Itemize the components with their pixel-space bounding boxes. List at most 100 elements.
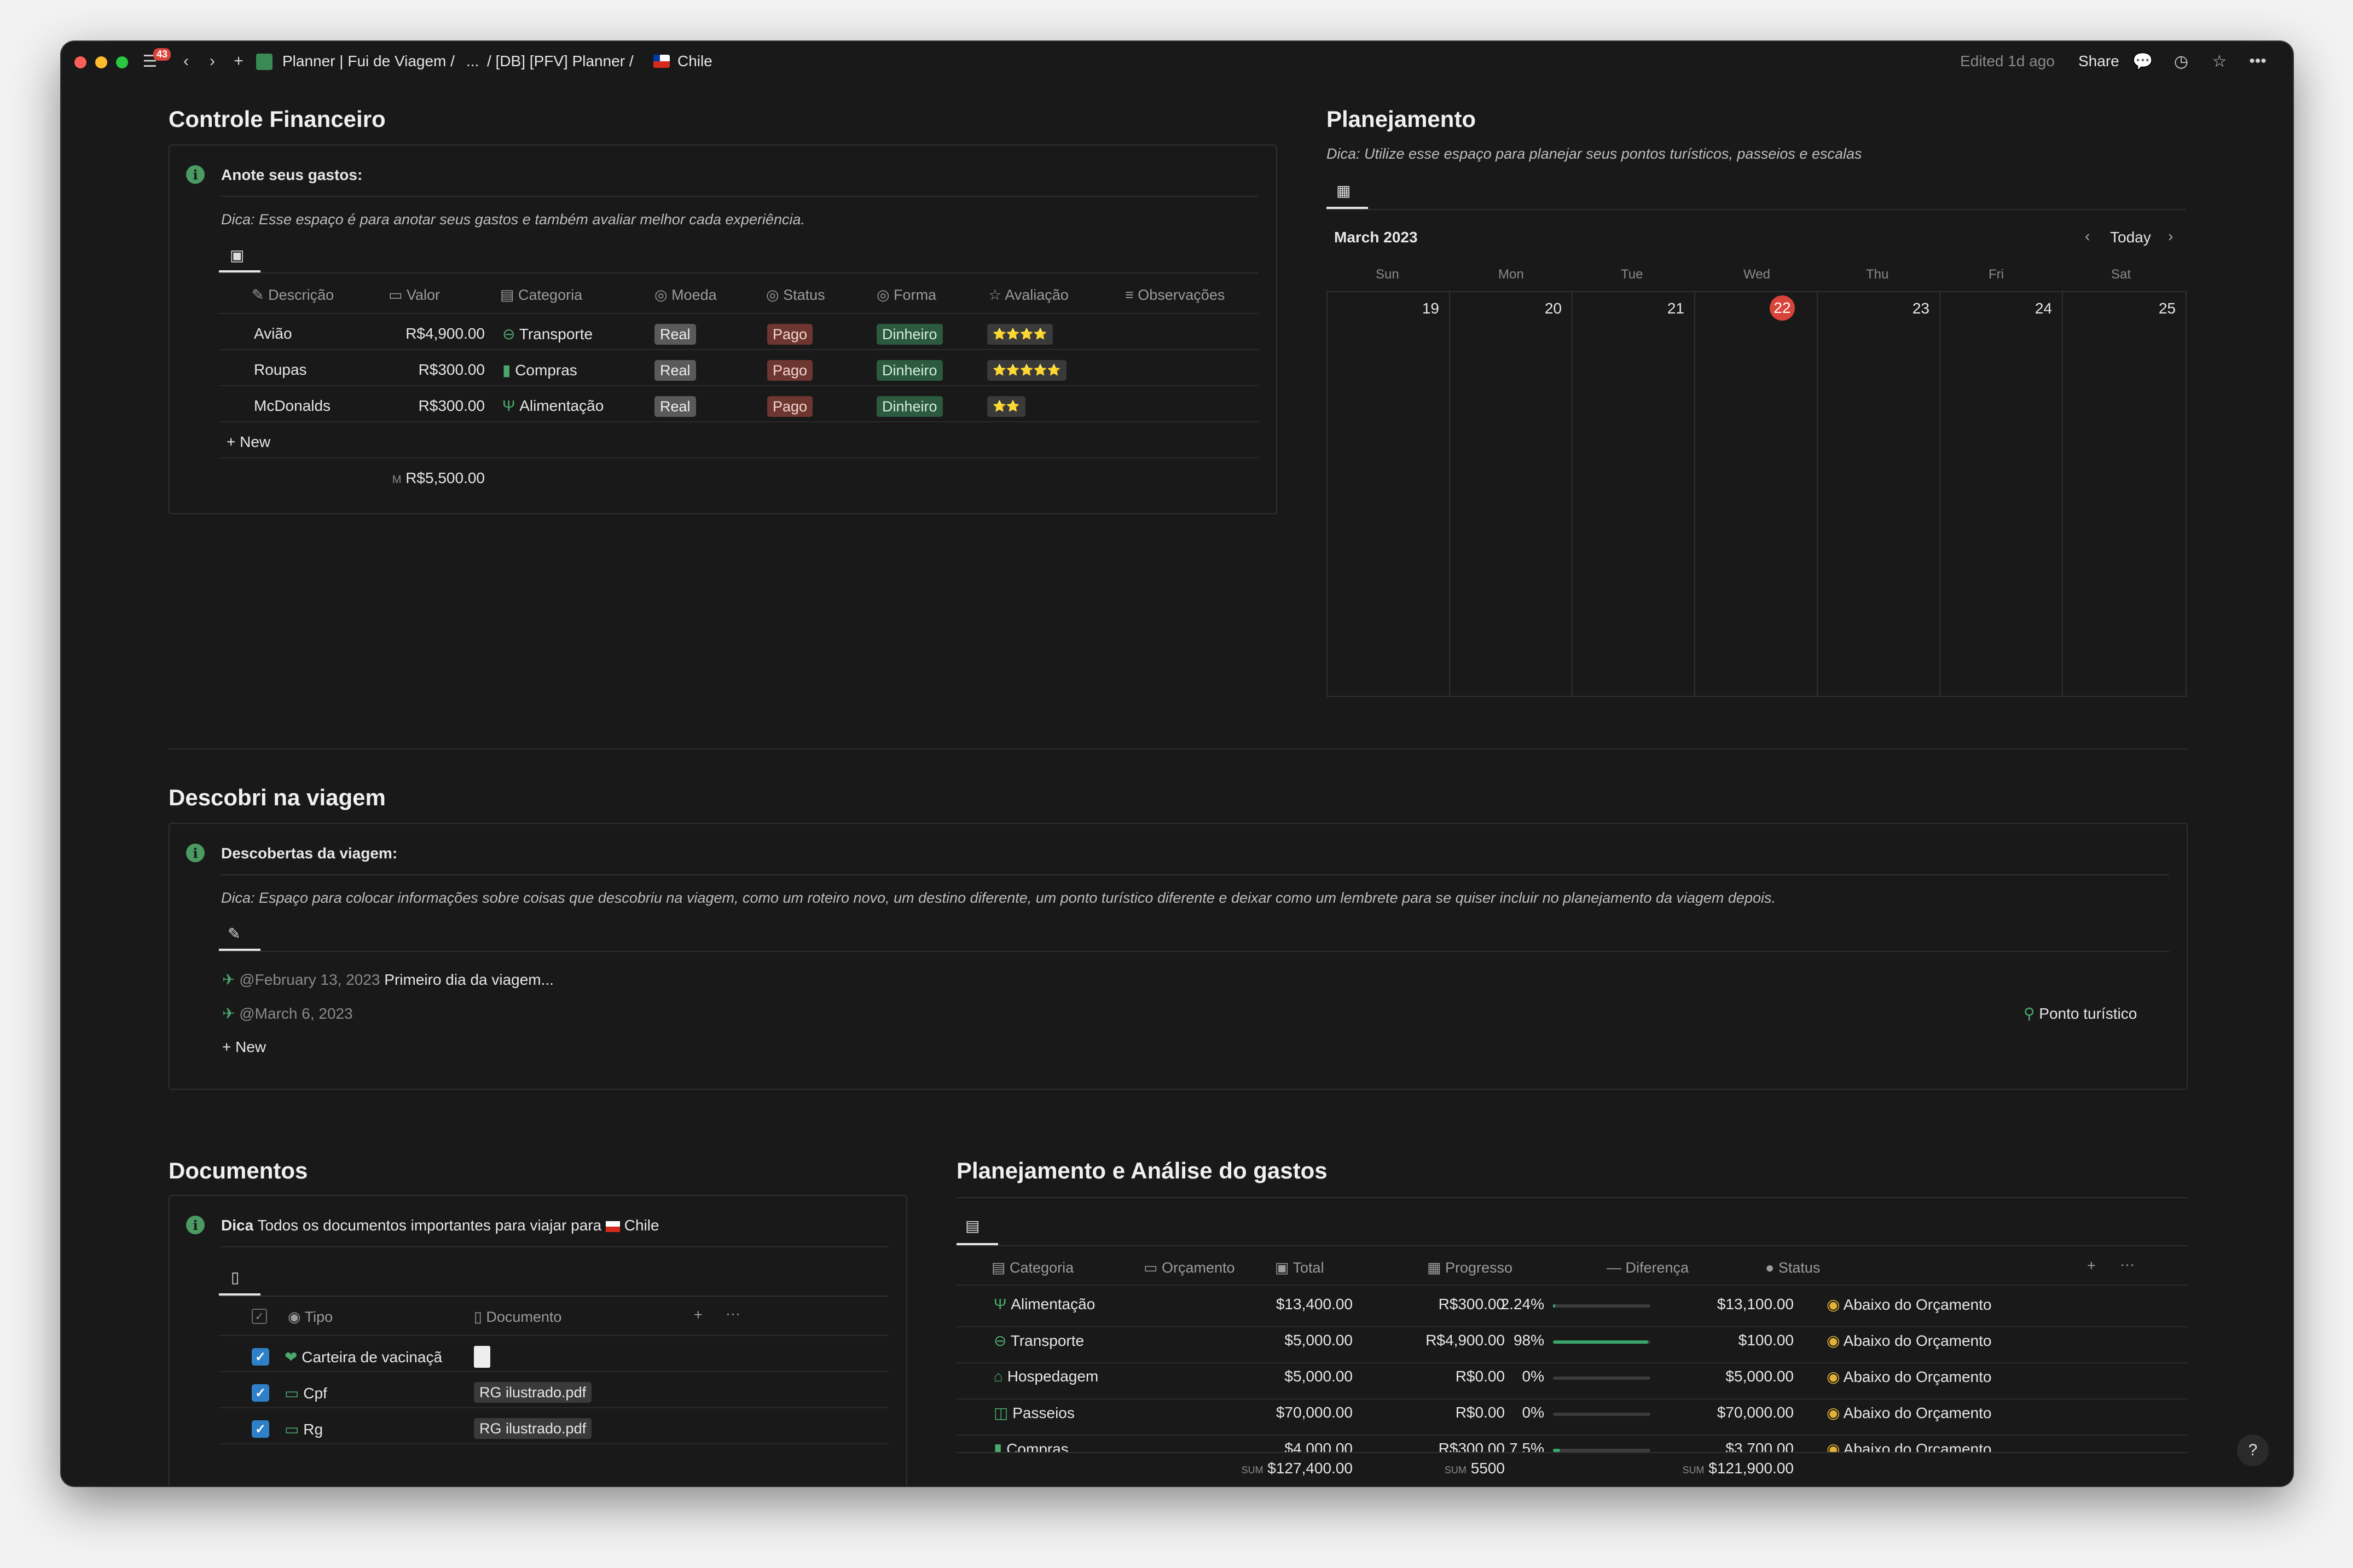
heart-health-icon: ❤ bbox=[285, 1349, 298, 1366]
progress-bar bbox=[1553, 1413, 1650, 1416]
more-options-icon[interactable]: ••• bbox=[2249, 52, 2267, 70]
col-tipo[interactable]: ◉ Tipo bbox=[288, 1309, 333, 1325]
breadcrumb-ellipsis[interactable]: ... bbox=[466, 53, 479, 69]
comments-icon[interactable]: 💬 bbox=[2132, 52, 2153, 71]
col-orcamento[interactable]: ▭ Orçamento bbox=[1144, 1259, 1235, 1276]
more-icon[interactable]: ··· bbox=[726, 1305, 740, 1322]
calendar-day-today[interactable]: 22 bbox=[1694, 291, 1817, 696]
row-descricao[interactable]: Avião bbox=[254, 325, 292, 342]
row-progresso: 7.5% bbox=[1509, 1440, 1544, 1452]
col-forma[interactable]: ◎ Forma bbox=[877, 287, 937, 303]
row-descricao[interactable]: Roupas bbox=[254, 361, 307, 378]
back-arrow-icon[interactable]: ‹ bbox=[183, 52, 189, 70]
table-row[interactable]: ◫ Passeios $70,000.00 R$0.00 0% $70,000.… bbox=[957, 1399, 2188, 1436]
calendar-day[interactable]: 23 bbox=[1817, 291, 1939, 696]
row-categoria[interactable]: ⌂ Hospedagem bbox=[994, 1368, 1099, 1385]
row-forma: Dinheiro bbox=[877, 396, 943, 417]
row-avaliacao: ⭐⭐⭐⭐ bbox=[987, 324, 1053, 345]
col-valor[interactable]: ▭ Valor bbox=[389, 287, 441, 303]
calendar-today-button[interactable]: Today bbox=[2110, 229, 2151, 246]
table-row[interactable]: ⌂ Hospedagem $5,000.00 R$0.00 0% $5,000.… bbox=[957, 1363, 2188, 1399]
col-descricao[interactable]: ✎ Descrição bbox=[252, 287, 334, 303]
row-tipo[interactable]: ❤ Carteira de vacinaçã bbox=[285, 1349, 443, 1366]
transport-icon: ⊖ bbox=[994, 1332, 1007, 1349]
share-button[interactable]: Share bbox=[2078, 53, 2119, 69]
breadcrumb-planner[interactable]: Planner | Fui de Viagem / bbox=[282, 53, 455, 69]
calendar-grid: 19 20 21 22 23 24 25 bbox=[1326, 291, 2187, 697]
add-column-icon[interactable]: + bbox=[694, 1306, 703, 1323]
row-tipo[interactable]: ▭ Rg bbox=[285, 1421, 323, 1438]
close-window-button[interactable] bbox=[74, 56, 86, 68]
forward-arrow-icon[interactable]: › bbox=[210, 52, 215, 70]
airplane-icon: ✈ bbox=[222, 1005, 235, 1022]
add-column-icon[interactable]: + bbox=[2087, 1257, 2096, 1274]
col-moeda[interactable]: ◎ Moeda bbox=[654, 287, 717, 303]
row-documento[interactable]: RG ilustrado.pdf bbox=[474, 1418, 592, 1439]
history-clock-icon[interactable]: ◷ bbox=[2174, 52, 2189, 71]
calendar-day[interactable]: 24 bbox=[1939, 291, 2062, 696]
row-descricao[interactable]: McDonalds bbox=[254, 397, 331, 414]
row-documento[interactable]: RG ilustrado.pdf bbox=[474, 1382, 592, 1403]
col-diferenca[interactable]: — Diferença bbox=[1607, 1259, 1689, 1276]
calendar-day[interactable]: 25 bbox=[2062, 291, 2186, 696]
maximize-window-button[interactable] bbox=[116, 56, 128, 68]
col-total[interactable]: ▣ Total bbox=[1275, 1259, 1324, 1276]
calendar-day[interactable]: 21 bbox=[1572, 291, 1694, 696]
row-checkbox[interactable]: ✓ bbox=[252, 1348, 269, 1366]
chart-view-icon[interactable]: ▤ bbox=[965, 1217, 980, 1234]
col-avaliacao[interactable]: ☆ Avaliação bbox=[988, 287, 1069, 303]
edited-timestamp: Edited 1d ago bbox=[1960, 53, 2055, 69]
calendar-next-icon[interactable]: › bbox=[2168, 228, 2174, 245]
documentos-tip: Dica Todos os documentos importantes par… bbox=[221, 1217, 659, 1234]
row-moeda: Real bbox=[654, 396, 696, 417]
list-view-icon[interactable]: ✎ bbox=[228, 925, 241, 942]
row-status: ◉ Abaixo do Orçamento bbox=[1827, 1368, 1992, 1385]
row-categoria[interactable]: ⊖ Transporte bbox=[994, 1332, 1085, 1349]
breadcrumb-chile[interactable]: Chile bbox=[677, 53, 712, 69]
descobri-callout-title: Descobertas da viagem: bbox=[221, 845, 398, 862]
calendar-day[interactable]: 20 bbox=[1449, 291, 1572, 696]
coin-icon: ◉ bbox=[1827, 1404, 1840, 1421]
file-thumbnail[interactable] bbox=[474, 1346, 490, 1368]
col-status[interactable]: ● Status bbox=[1765, 1259, 1821, 1276]
list-item[interactable]: ✈ @February 13, 2023 Primeiro dia da via… bbox=[222, 971, 554, 988]
new-row-button[interactable]: + New bbox=[227, 433, 271, 450]
minimize-window-button[interactable] bbox=[95, 56, 107, 68]
list-item[interactable]: ✈ @March 6, 2023 bbox=[222, 1005, 353, 1022]
row-categoria[interactable]: ▮ Compras bbox=[994, 1440, 1069, 1452]
calendar-view-icon[interactable]: ▦ bbox=[1336, 182, 1351, 199]
new-item-button[interactable]: + New bbox=[222, 1038, 266, 1055]
table-view-icon[interactable]: ▣ bbox=[230, 247, 245, 264]
calendar-day[interactable]: 19 bbox=[1326, 291, 1449, 696]
col-categoria[interactable]: ▤ Categoria bbox=[500, 287, 583, 303]
col-status[interactable]: ◎ Status bbox=[766, 287, 825, 303]
financeiro-callout: i Anote seus gastos: Dica: Esse espaço é… bbox=[169, 144, 1277, 514]
coin-icon: ◉ bbox=[1827, 1368, 1840, 1385]
documentos-callout: i Dica Todos os documentos importantes p… bbox=[169, 1195, 907, 1486]
col-progresso[interactable]: ▦ Progresso bbox=[1427, 1259, 1513, 1276]
more-icon[interactable]: ··· bbox=[2120, 1256, 2135, 1273]
table-row[interactable]: Ψ Alimentação $13,400.00 R$300.00 2.24% … bbox=[957, 1291, 2188, 1327]
row-categoria[interactable]: ◫ Passeios bbox=[994, 1404, 1075, 1421]
calendar-prev-icon[interactable]: ‹ bbox=[2085, 228, 2090, 245]
calendar-month: March 2023 bbox=[1334, 229, 1418, 246]
row-checkbox[interactable]: ✓ bbox=[252, 1420, 269, 1438]
table-row[interactable]: ▮ Compras $4,000.00 R$300.00 7.5% $3,700… bbox=[957, 1436, 2188, 1452]
col-categoria[interactable]: ▤ Categoria bbox=[992, 1259, 1074, 1276]
col-observacoes[interactable]: ≡ Observações bbox=[1125, 287, 1225, 303]
breadcrumb-db-planner[interactable]: / [DB] [PFV] Planner / bbox=[487, 53, 634, 69]
table-row[interactable]: ⊖ Transporte $5,000.00 R$4,900.00 98% $1… bbox=[957, 1327, 2188, 1363]
favorite-star-icon[interactable]: ☆ bbox=[2212, 52, 2227, 71]
select-all-checkbox[interactable]: ✓ bbox=[252, 1309, 267, 1324]
row-status: ◉ Abaixo do Orçamento bbox=[1827, 1332, 1992, 1349]
col-documento[interactable]: ▯ Documento bbox=[474, 1309, 562, 1325]
document-view-icon[interactable]: ▯ bbox=[231, 1269, 240, 1286]
row-tipo[interactable]: ▭ Cpf bbox=[285, 1385, 327, 1402]
financeiro-tip: Dica: Esse espaço é para anotar seus gas… bbox=[221, 211, 805, 228]
shopping-bag-icon: ▮ bbox=[994, 1441, 1002, 1452]
row-categoria[interactable]: Ψ Alimentação bbox=[994, 1296, 1096, 1313]
row-total: R$300.00 bbox=[1438, 1440, 1505, 1452]
add-page-icon[interactable]: + bbox=[234, 52, 244, 70]
help-button[interactable]: ? bbox=[2237, 1435, 2269, 1466]
row-checkbox[interactable]: ✓ bbox=[252, 1384, 269, 1402]
